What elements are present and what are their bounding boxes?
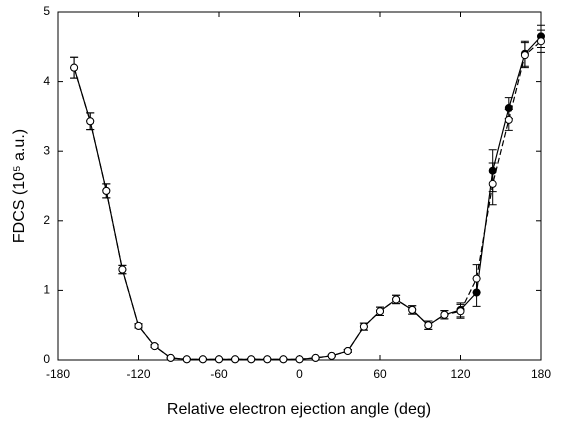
data-point — [472, 274, 481, 283]
data-point — [520, 51, 529, 60]
series-line — [73, 35, 542, 360]
data-point — [118, 265, 127, 274]
data-point — [488, 179, 497, 188]
x-tick-label: 60 — [373, 367, 387, 381]
data-point — [343, 346, 352, 355]
series-line — [73, 40, 542, 360]
data-point — [150, 342, 159, 351]
data-point — [166, 353, 175, 362]
x-tick-label: 0 — [296, 367, 303, 381]
data-point — [376, 307, 384, 316]
data-point — [392, 295, 401, 304]
data-point — [311, 353, 320, 362]
x-tick-label: -60 — [210, 367, 228, 381]
x-axis-label: Relative electron ejection angle (deg) — [167, 401, 431, 418]
data-point — [359, 322, 368, 331]
data-point — [198, 355, 207, 364]
data-point — [327, 351, 336, 360]
data-point — [279, 355, 288, 364]
data-point — [134, 321, 143, 330]
plot-frame — [57, 11, 542, 361]
data-point — [424, 321, 433, 330]
y-axis-label: FDCS (10⁵ a.u.) — [11, 129, 28, 243]
y-tick-label: 4 — [43, 74, 50, 88]
data-point — [440, 310, 449, 319]
data-point — [408, 305, 417, 314]
data-point — [102, 186, 111, 195]
x-tick-label: 180 — [531, 367, 551, 381]
data-point — [215, 355, 223, 364]
data-point — [182, 355, 191, 364]
data-point — [70, 63, 79, 72]
y-tick-label: 2 — [43, 213, 50, 227]
data-point — [504, 115, 513, 124]
x-tick-label: -120 — [126, 367, 150, 381]
data-point — [247, 355, 256, 364]
y-tick-label: 0 — [43, 352, 50, 366]
y-tick-label: 3 — [43, 143, 50, 157]
data-point — [231, 355, 240, 364]
x-tick-label: 120 — [450, 367, 470, 381]
data-point — [263, 355, 272, 364]
data-point — [86, 117, 95, 126]
y-tick-label: 5 — [43, 4, 50, 18]
x-tick-label: -180 — [46, 367, 70, 381]
data-point — [295, 355, 304, 364]
data-point — [537, 37, 545, 46]
y-tick-label: 1 — [43, 283, 50, 297]
data-point — [456, 307, 465, 316]
